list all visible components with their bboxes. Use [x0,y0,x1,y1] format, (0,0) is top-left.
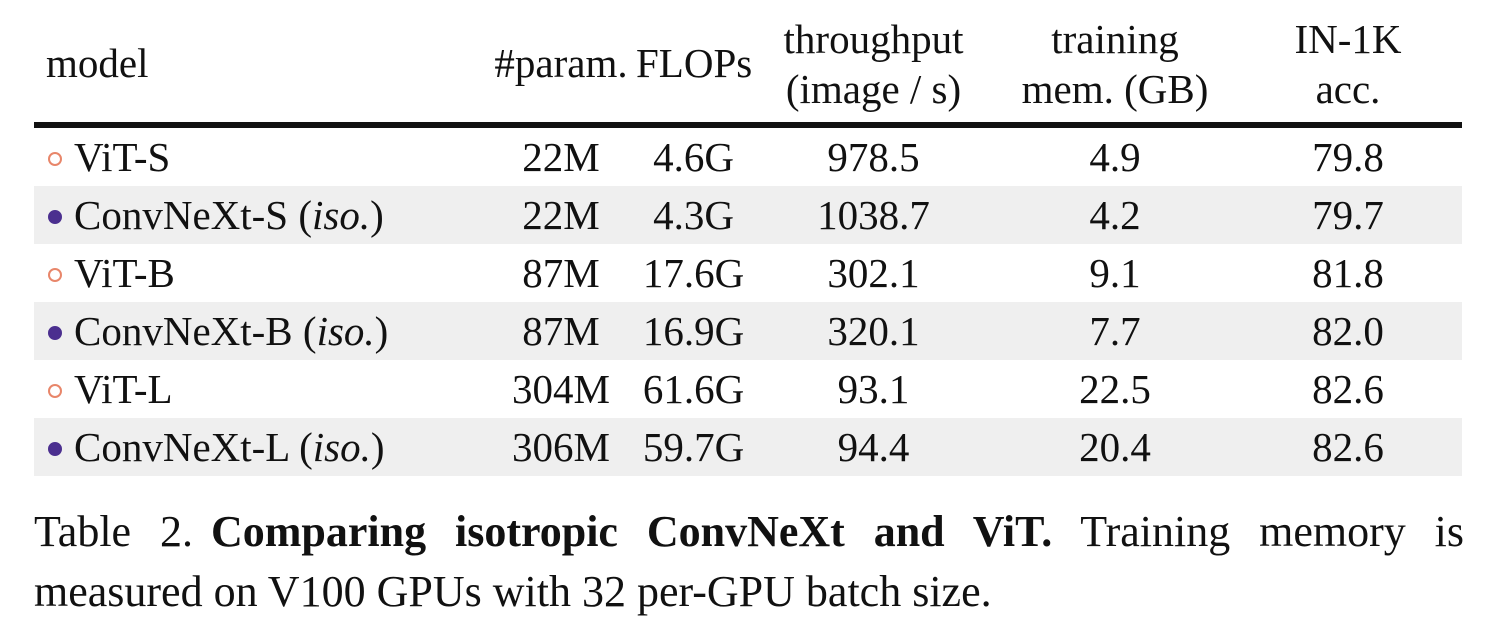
model-cell: ConvNeXt-B (iso.) [34,302,486,360]
memory-cell: 9.1 [1089,250,1141,296]
results-table: model #param. FLOPs throughput (image / s… [34,8,1462,476]
open-circle-icon [48,383,62,398]
flops-cell: 17.6G [642,250,745,296]
flops-cell: 61.6G [642,366,745,412]
throughput-cell: 302.1 [827,250,920,296]
table-row: ConvNeXt-L (iso.) 306M 59.7G 94.4 20.4 8… [34,418,1462,476]
accuracy-cell: 81.8 [1312,250,1384,296]
header-model: model [46,40,149,86]
filled-circle-icon [48,441,62,456]
header-throughput: throughput (image / s) [783,16,964,112]
caption-text: Training memory is measured on V100 GPUs… [34,507,1464,616]
memory-cell: 20.4 [996,418,1234,476]
model-cell: ConvNeXt-L (iso.) [34,418,486,476]
throughput-cell: 93.1 [837,366,910,412]
params-cell: 87M [486,302,636,360]
table-row: ConvNeXt-S (iso.) 22M 4.3G 1038.7 4.2 79… [34,186,1462,244]
params-cell: 22M [486,186,636,244]
model-cell: ViT-S [34,125,486,186]
model-cell: ViT-L [34,360,486,418]
table-row: ViT-S 22M 4.6G 978.5 4.9 79.8 [34,125,1462,186]
caption-label: Table 2. [34,507,193,556]
throughput-cell: 320.1 [751,302,996,360]
header-memory: training mem. (GB) [1021,16,1209,112]
params-cell: 304M [512,366,610,412]
flops-cell: 4.6G [653,134,734,180]
header-flops: FLOPs [636,40,753,86]
filled-circle-icon [48,325,62,340]
results-table-container: model #param. FLOPs throughput (image / s… [34,8,1462,476]
params-cell: 306M [486,418,636,476]
table-header-row: model #param. FLOPs throughput (image / s… [34,8,1462,125]
throughput-cell: 94.4 [751,418,996,476]
accuracy-cell: 82.0 [1234,302,1462,360]
accuracy-cell: 82.6 [1234,418,1462,476]
params-cell: 87M [522,250,600,296]
filled-circle-icon [48,209,62,224]
accuracy-cell: 79.8 [1312,134,1384,180]
caption-title: Comparing isotropic ConvNeXt and ViT. [210,507,1053,556]
header-accuracy: IN-1K acc. [1294,16,1402,112]
throughput-cell: 1038.7 [751,186,996,244]
table-row: ViT-B 87M 17.6G 302.1 9.1 81.8 [34,244,1462,302]
flops-cell: 4.3G [636,186,751,244]
memory-cell: 7.7 [996,302,1234,360]
accuracy-cell: 82.6 [1312,366,1384,412]
throughput-cell: 978.5 [827,134,920,180]
flops-cell: 16.9G [636,302,751,360]
header-params: #param. [494,40,628,86]
memory-cell: 4.2 [996,186,1234,244]
open-circle-icon [48,151,62,166]
model-cell: ViT-B [34,244,486,302]
memory-cell: 4.9 [1089,134,1141,180]
params-cell: 22M [522,134,600,180]
model-cell: ConvNeXt-S (iso.) [34,186,486,244]
accuracy-cell: 79.7 [1234,186,1462,244]
flops-cell: 59.7G [636,418,751,476]
table-row: ConvNeXt-B (iso.) 87M 16.9G 320.1 7.7 82… [34,302,1462,360]
table-caption: Table 2. Comparing isotropic ConvNeXt and… [34,502,1464,622]
open-circle-icon [48,267,62,282]
table-row: ViT-L 304M 61.6G 93.1 22.5 82.6 [34,360,1462,418]
memory-cell: 22.5 [1079,366,1151,412]
